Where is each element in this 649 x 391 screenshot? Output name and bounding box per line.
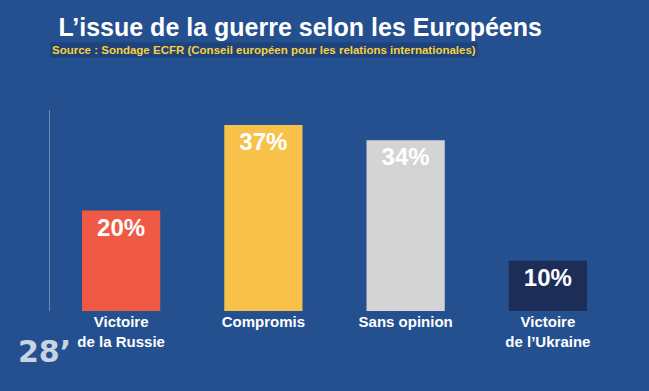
- svg-text:Sans opinion: Sans opinion: [359, 313, 453, 330]
- svg-text:37%: 37%: [239, 128, 287, 155]
- svg-text:Source : Sondage ECFR (Conseil: Source : Sondage ECFR (Conseil européen …: [52, 44, 476, 56]
- svg-text:Victoirede la Russie: Victoirede la Russie: [77, 313, 165, 350]
- svg-text:34%: 34%: [382, 143, 430, 170]
- svg-text:Compromis: Compromis: [222, 313, 305, 330]
- svg-text:L’issue de la guerre selon les: L’issue de la guerre selon les Européens: [58, 13, 542, 41]
- svg-text:Victoirede l’Ukraine: Victoirede l’Ukraine: [505, 313, 590, 350]
- svg-text:28’: 28’: [18, 334, 71, 369]
- svg-text:20%: 20%: [97, 214, 145, 241]
- svg-text:10%: 10%: [524, 264, 572, 291]
